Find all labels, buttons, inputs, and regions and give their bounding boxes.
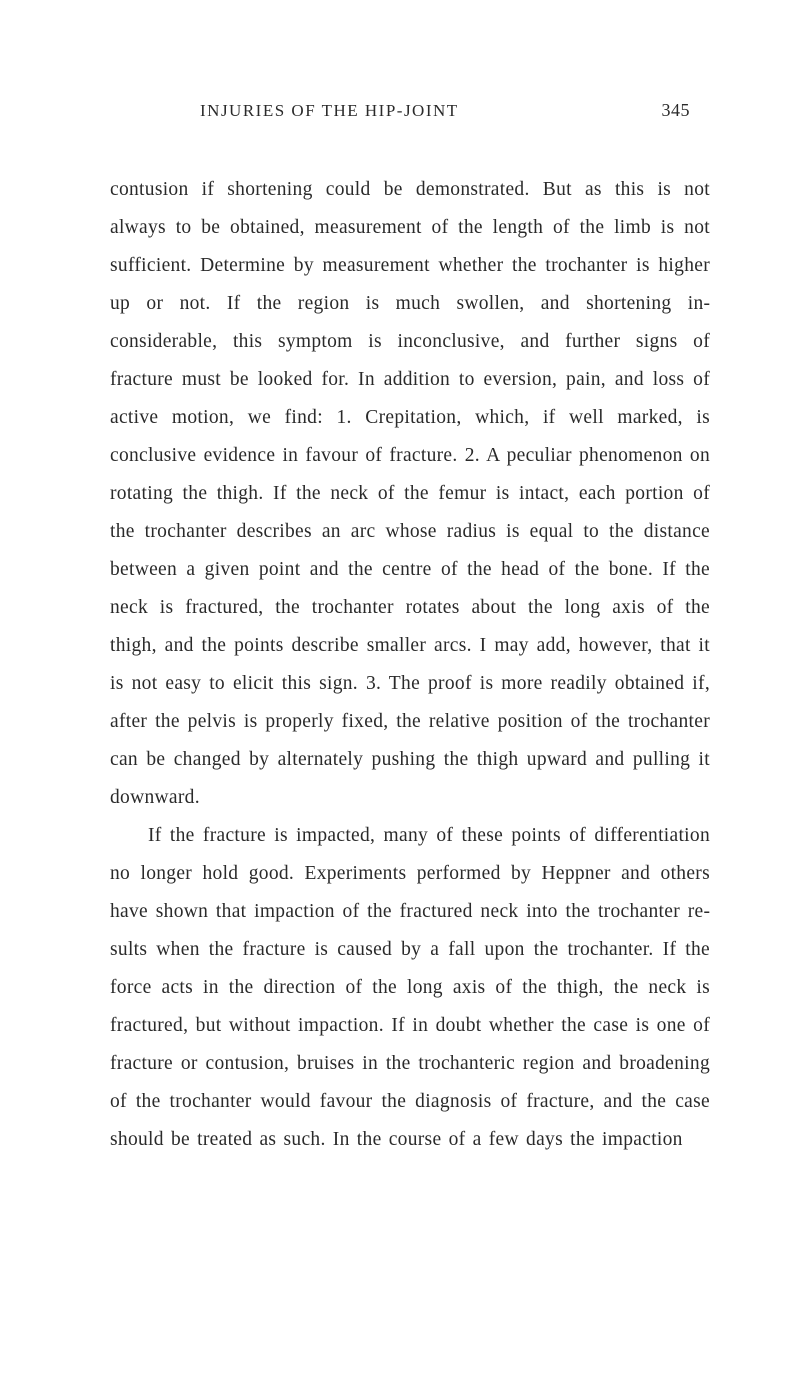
body-paragraph: If the fracture is impacted, many of the… (110, 817, 710, 1159)
page-body: contusion if shortening could be demonst… (110, 171, 710, 1159)
page-header: INJURIES OF THE HIP-JOINT 345 (110, 100, 710, 121)
body-paragraph: contusion if shortening could be demonst… (110, 171, 710, 817)
running-title: INJURIES OF THE HIP-JOINT (200, 101, 459, 121)
page-number: 345 (662, 100, 691, 121)
